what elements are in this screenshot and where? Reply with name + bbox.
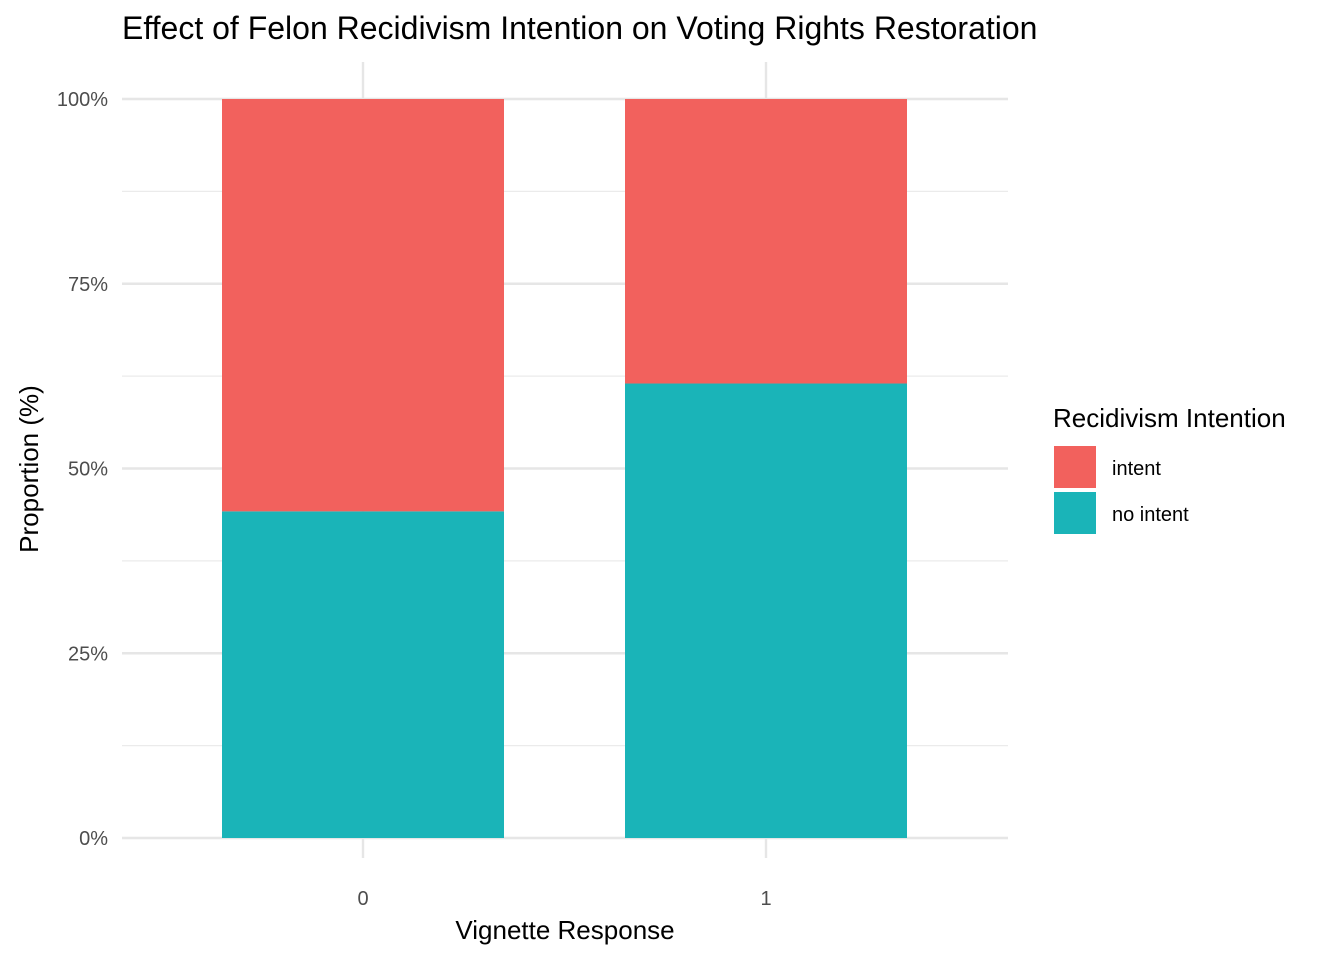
bars xyxy=(222,99,907,838)
y-tick-label: 100% xyxy=(57,89,108,111)
y-tick-label: 0% xyxy=(79,828,108,850)
legend-label-no-intent: no intent xyxy=(1112,504,1189,526)
legend-label-intent: intent xyxy=(1112,458,1161,480)
y-tick-label: 25% xyxy=(68,643,108,665)
legend: Recidivism Intention intent no intent xyxy=(1053,403,1286,534)
legend-swatch-no-intent xyxy=(1054,492,1096,534)
bar-no-intent-1 xyxy=(625,383,907,838)
y-tick-label: 75% xyxy=(68,274,108,296)
chart-title: Effect of Felon Recidivism Intention on … xyxy=(122,10,1037,46)
y-tick-label: 50% xyxy=(68,459,108,481)
y-axis-title: Proportion (%) xyxy=(14,385,44,553)
bar-intent-0 xyxy=(222,99,504,512)
x-tick-label: 0 xyxy=(357,888,368,910)
legend-swatch-intent xyxy=(1054,446,1096,488)
x-axis-title: Vignette Response xyxy=(455,915,674,945)
bar-no-intent-0 xyxy=(222,511,504,838)
y-axis-ticks: 0% 25% 50% 75% 100% xyxy=(57,89,108,850)
legend-title: Recidivism Intention xyxy=(1053,403,1286,433)
bar-intent-1 xyxy=(625,99,907,384)
x-tick-label: 1 xyxy=(760,888,771,910)
